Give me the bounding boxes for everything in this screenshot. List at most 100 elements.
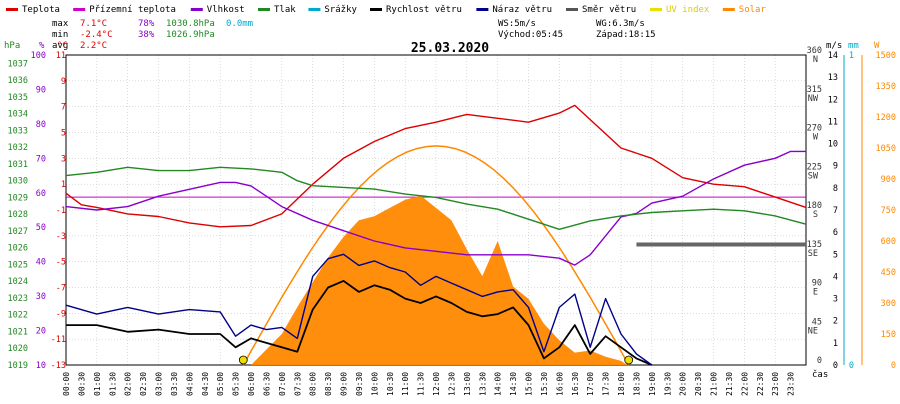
humidity-tick-label: 80: [36, 120, 46, 130]
stat-min-hum: 38%: [138, 30, 155, 40]
legend-swatch: [722, 8, 735, 11]
unit-celsius: °C: [57, 41, 68, 51]
x-tick-label: 23:00: [771, 372, 780, 396]
x-tick-label: 06:30: [262, 372, 271, 396]
uv-marker: [238, 355, 248, 365]
legend-item-solar: Solar: [722, 5, 766, 15]
x-tick-label: 05:00: [216, 372, 225, 396]
legend-swatch: [370, 8, 382, 11]
legend-label: Teplota: [22, 5, 60, 15]
direction-tick-label: W: [813, 133, 819, 143]
x-tick-label: 02:00: [124, 372, 133, 396]
temperature-tick-label: 9: [61, 77, 66, 87]
solar-tick-label: 1200: [876, 113, 896, 123]
legend-swatch: [650, 8, 662, 11]
solar-tick-label: 900: [881, 175, 896, 185]
x-tick-label: 01:30: [108, 372, 117, 396]
pressure-tick-label: 1028: [8, 210, 28, 220]
pressure-tick-label: 1031: [8, 160, 28, 170]
humidity-tick-label: 90: [36, 85, 46, 95]
stat-min-temp: -2.4°C: [80, 30, 113, 40]
x-tick-label: 03:00: [155, 372, 164, 396]
wind-tick-label: 11: [828, 117, 838, 127]
x-tick-label: 07:30: [293, 372, 302, 396]
solar-tick-label: 1350: [876, 82, 896, 92]
stat-max-hum: 78%: [138, 19, 155, 29]
line-layer: [65, 104, 807, 366]
direction-tick-label: 135: [807, 240, 822, 250]
series-line-rychlost-vetru: [66, 280, 653, 366]
x-tick-label: 19:00: [648, 372, 657, 396]
pressure-tick-label: 1034: [8, 110, 28, 120]
stat-max-label: max: [52, 19, 69, 29]
pressure-tick-label: 1020: [8, 344, 28, 354]
x-tick-label: 02:30: [139, 372, 148, 396]
direction-tick-label: 180: [807, 201, 822, 211]
solar-area: [251, 195, 628, 365]
legend-item-smer: Směr větru: [566, 5, 636, 15]
series-line-vlhkost: [65, 150, 806, 266]
legend-swatch: [6, 8, 18, 11]
legend-label: Rychlost větru: [386, 5, 462, 15]
direction-tick-label: E: [813, 288, 818, 298]
legend-item-rychlost: Rychlost větru: [370, 5, 462, 15]
x-tick-label: 01:00: [93, 372, 102, 396]
pressure-tick-label: 1033: [8, 126, 28, 136]
temperature-tick-label: 7: [61, 103, 66, 113]
pressure-tick-label: 1022: [8, 311, 28, 321]
unit-ms: m/s: [826, 41, 842, 51]
wind-tick-label: 13: [828, 73, 838, 83]
wind-tick-label: 12: [828, 95, 838, 105]
temperature-tick-label: -13: [51, 361, 66, 371]
wind-tick-label: 9: [833, 162, 838, 172]
legend-swatch: [258, 8, 270, 11]
x-tick-label: 22:00: [740, 372, 749, 396]
x-tick-label: 21:30: [725, 372, 734, 396]
humidity-tick-label: 40: [36, 258, 46, 268]
x-tick-label: 19:30: [663, 372, 672, 396]
unit-labels: hPa % °C m/s mm W čas: [4, 41, 880, 380]
x-tick-label: 18:30: [632, 372, 641, 396]
wind-tick-label: 1: [833, 339, 838, 349]
x-tick-label: 16:30: [571, 372, 580, 396]
stat-min-press: 1026.9hPa: [166, 30, 215, 40]
unit-hpa: hPa: [4, 41, 20, 51]
wind-tick-label: 0: [833, 361, 838, 371]
direction-tick-label: SE: [808, 249, 818, 259]
direction-tick-label: 90: [812, 279, 822, 289]
legend-item-srazky: Srážky: [308, 5, 357, 15]
stat-sunrise: Východ:05:45: [498, 30, 563, 40]
pressure-tick-label: 1036: [8, 76, 28, 86]
stat-max-rain: 0.0mm: [226, 19, 253, 29]
legend-label: Tlak: [274, 5, 296, 15]
legend-item-teplota: Teplota: [6, 5, 60, 15]
x-tick-label: 09:00: [340, 372, 349, 396]
stat-min-label: min: [52, 30, 68, 40]
x-tick-label: 20:00: [679, 372, 688, 396]
legend-swatch: [566, 8, 578, 11]
temperature-tick-label: 11: [56, 51, 66, 61]
pressure-tick-label: 1025: [8, 260, 28, 270]
stat-avg-temp: 2.2°C: [80, 41, 107, 51]
temperature-tick-label: 5: [61, 129, 66, 139]
direction-tick-label: NE: [808, 326, 818, 336]
x-tick-label: 21:00: [710, 372, 719, 396]
pressure-tick-label: 1024: [8, 277, 28, 287]
wind-tick-label: 14: [828, 51, 838, 61]
x-tick-label: 15:00: [525, 372, 534, 396]
direction-tick-label: 315: [807, 85, 822, 95]
x-tick-label: 16:00: [555, 372, 564, 396]
stat-max-temp: 7.1°C: [80, 19, 107, 29]
x-tick-label: 12:00: [432, 372, 441, 396]
wind-tick-label: 6: [833, 228, 838, 238]
x-tick-label: 10:30: [386, 372, 395, 396]
direction-tick-label: N: [813, 55, 818, 65]
humidity-tick-label: 60: [36, 189, 46, 199]
legend-label: Přízemní teplota: [89, 5, 176, 15]
solar-tick-label: 600: [881, 237, 896, 247]
pressure-tick-label: 1023: [8, 294, 28, 304]
x-tick-label: 09:30: [355, 372, 364, 396]
x-tick-label: 14:00: [494, 372, 503, 396]
solar-tick-label: 300: [881, 299, 896, 309]
